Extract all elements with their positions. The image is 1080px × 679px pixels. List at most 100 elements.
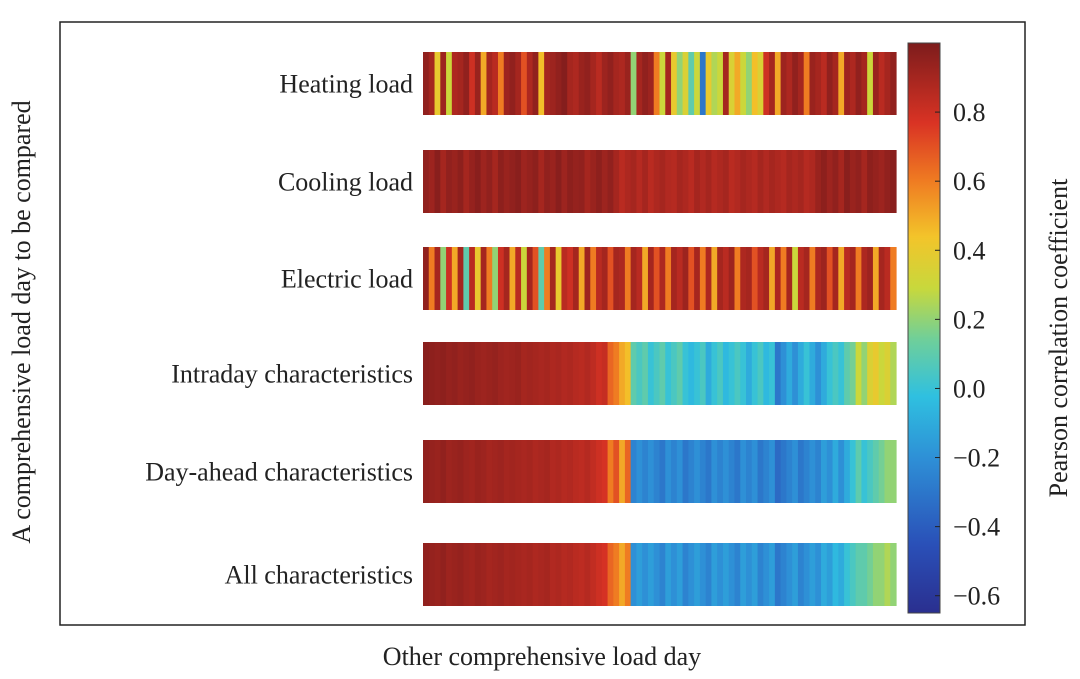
heatmap-cell [838,543,845,606]
heatmap-cell [809,440,816,503]
heatmap-cell [803,342,811,405]
heatmap-cell [797,440,805,503]
heatmap-cell [555,543,563,606]
heatmap-cell [549,342,557,405]
heatmap-cell [457,440,464,503]
heatmap-cell [769,52,776,115]
heatmap-cell [746,440,753,503]
heatmap-cell [688,440,695,503]
heatmap-cell [607,52,614,115]
heatmap-cell [474,543,482,606]
heatmap-cell [584,150,591,213]
heatmap-cell [653,440,661,503]
heatmap-cell [694,247,701,310]
heatmap-cell [636,342,643,405]
heatmap-cell [872,342,880,405]
heatmap-cell [642,52,649,115]
heatmap-cell [578,342,586,405]
heatmap-cell [717,543,724,606]
heatmap-cell [601,52,609,115]
heatmap-cell [746,247,753,310]
heatmap-cell [538,150,545,213]
heatmap-cell [607,150,614,213]
heatmap-cell [567,52,574,115]
heatmap-row [423,543,897,606]
heatmap-cell [567,440,574,503]
heatmap-cell [653,543,661,606]
heatmap-cell [780,342,787,405]
heatmap-cell [659,440,666,503]
heatmap-cell [492,150,499,213]
heatmap-cell [780,440,787,503]
heatmap-cell [682,342,689,405]
heatmap-cell [751,247,759,310]
heatmap-cell [509,247,516,310]
heatmap-cell [751,543,759,606]
heatmap-cell [774,440,782,503]
heatmap-cell [503,247,511,310]
heatmap-cell [434,440,441,503]
heatmap-cell [492,543,499,606]
heatmap-cell [682,247,689,310]
heatmap-cell [642,342,649,405]
heatmap-cell [607,247,614,310]
heatmap-cell [757,342,764,405]
heatmap-cell [861,247,868,310]
heatmap-cell [480,150,488,213]
heatmap-cell [665,543,672,606]
heatmap-cell [601,342,609,405]
heatmap-cell [797,52,805,115]
heatmap-cell [665,150,672,213]
heatmap-cell [457,150,464,213]
heatmap-cell [832,440,839,503]
heatmap-cell [572,52,580,115]
heatmap-cell [428,52,436,115]
heatmap-cell [751,440,759,503]
heatmap-cell [890,247,897,310]
heatmap-cell [642,543,649,606]
heatmap-cell [532,342,539,405]
heatmap-cell [446,440,453,503]
heatmap-cell [821,440,828,503]
heatmap-cell [503,52,511,115]
heatmap-cell [423,247,430,310]
heatmap-row [423,342,897,405]
heatmap-cell [878,150,886,213]
heatmap-cell [832,342,839,405]
heatmap-cell [596,543,603,606]
colorbar-tick-label: 0.0 [953,374,986,403]
heatmap-cell [734,52,741,115]
heatmap-cell [792,247,799,310]
heatmap-cell [780,52,787,115]
heatmap-cell [688,543,695,606]
heatmap-cell [492,342,499,405]
heatmap-cell [434,52,441,115]
heatmap-cell [676,543,684,606]
heatmap-cell [763,150,770,213]
heatmap-cell [694,150,701,213]
heatmap-cell [711,342,718,405]
heatmap-cell [549,150,557,213]
heatmap-cell [671,342,678,405]
heatmap-cell [521,543,528,606]
heatmap-cell [844,52,851,115]
heatmap-cell [757,440,764,503]
heatmap-cell [688,247,695,310]
heatmap-cell [630,342,638,405]
heatmap-cell [728,247,736,310]
heatmap-cell [844,440,851,503]
heatmap-cell [647,52,655,115]
heatmap-cell [590,247,597,310]
heatmap-cell [705,543,713,606]
heatmap-cell [774,543,782,606]
heatmap-cell [428,342,436,405]
heatmap-cell [699,247,707,310]
heatmap-cell [584,440,591,503]
heatmap-cell [872,543,880,606]
heatmap-cell [521,150,528,213]
heatmap-cell [561,342,568,405]
heatmap-cell [890,440,897,503]
heatmap-cell [474,342,482,405]
row-label: All characteristics [225,561,413,590]
heatmap-cell [601,543,609,606]
